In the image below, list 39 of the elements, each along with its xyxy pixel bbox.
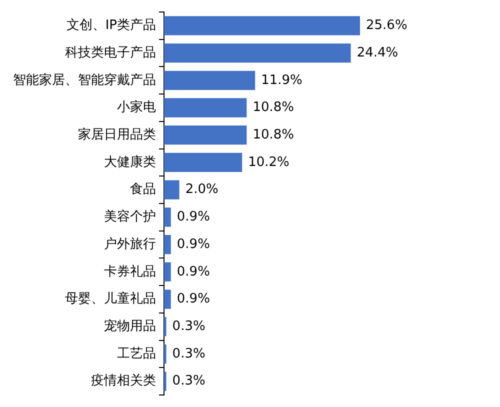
y-tick-label: 大健康类 [104, 154, 156, 170]
bar [164, 126, 247, 145]
bar [164, 70, 256, 90]
data-label: 2.0% [185, 182, 218, 198]
bar [164, 98, 247, 118]
y-tick-label: 母婴、儿童礼品 [65, 290, 156, 307]
y-tick-label: 文创、IP类产品 [66, 18, 156, 34]
y-tick-label: 宠物用品 [104, 318, 156, 334]
y-tick-label: 小家电 [117, 99, 156, 116]
y-tick-label: 疫情相关类 [91, 374, 156, 389]
bar [164, 234, 171, 254]
data-label: 0.9% [176, 264, 210, 280]
y-tick-label: 美容个护 [104, 208, 156, 225]
y-tick-label: 卡券礼品 [104, 264, 156, 280]
bar [164, 152, 242, 172]
data-label: 25.6% [366, 18, 408, 34]
data-label: 0.9% [176, 236, 210, 252]
data-label: 0.3% [172, 374, 206, 389]
y-tick-label: 科技类电子产品 [65, 45, 156, 60]
data-label: 0.3% [172, 318, 206, 334]
bar [164, 208, 171, 227]
bar [164, 290, 171, 309]
y-tick-label: 户外旅行 [104, 236, 156, 252]
data-label: 10.2% [248, 154, 290, 170]
y-tick-label: 智能家居、智能穿戴产品 [13, 72, 156, 88]
y-tick-label: 工艺品 [117, 346, 156, 362]
data-label: 11.9% [261, 72, 302, 88]
bar [164, 180, 180, 200]
y-tick-label: 食品 [130, 182, 156, 198]
data-label: 0.3% [172, 346, 206, 362]
bar [164, 43, 351, 63]
data-label: 10.8% [252, 100, 294, 116]
y-tick-label: 家居日用品类 [78, 126, 156, 142]
data-label: 24.4% [356, 45, 398, 60]
data-label: 0.9% [176, 292, 210, 307]
bar [164, 262, 171, 282]
data-label: 0.9% [176, 210, 210, 225]
bar [164, 16, 360, 36]
data-label: 10.8% [252, 127, 294, 142]
